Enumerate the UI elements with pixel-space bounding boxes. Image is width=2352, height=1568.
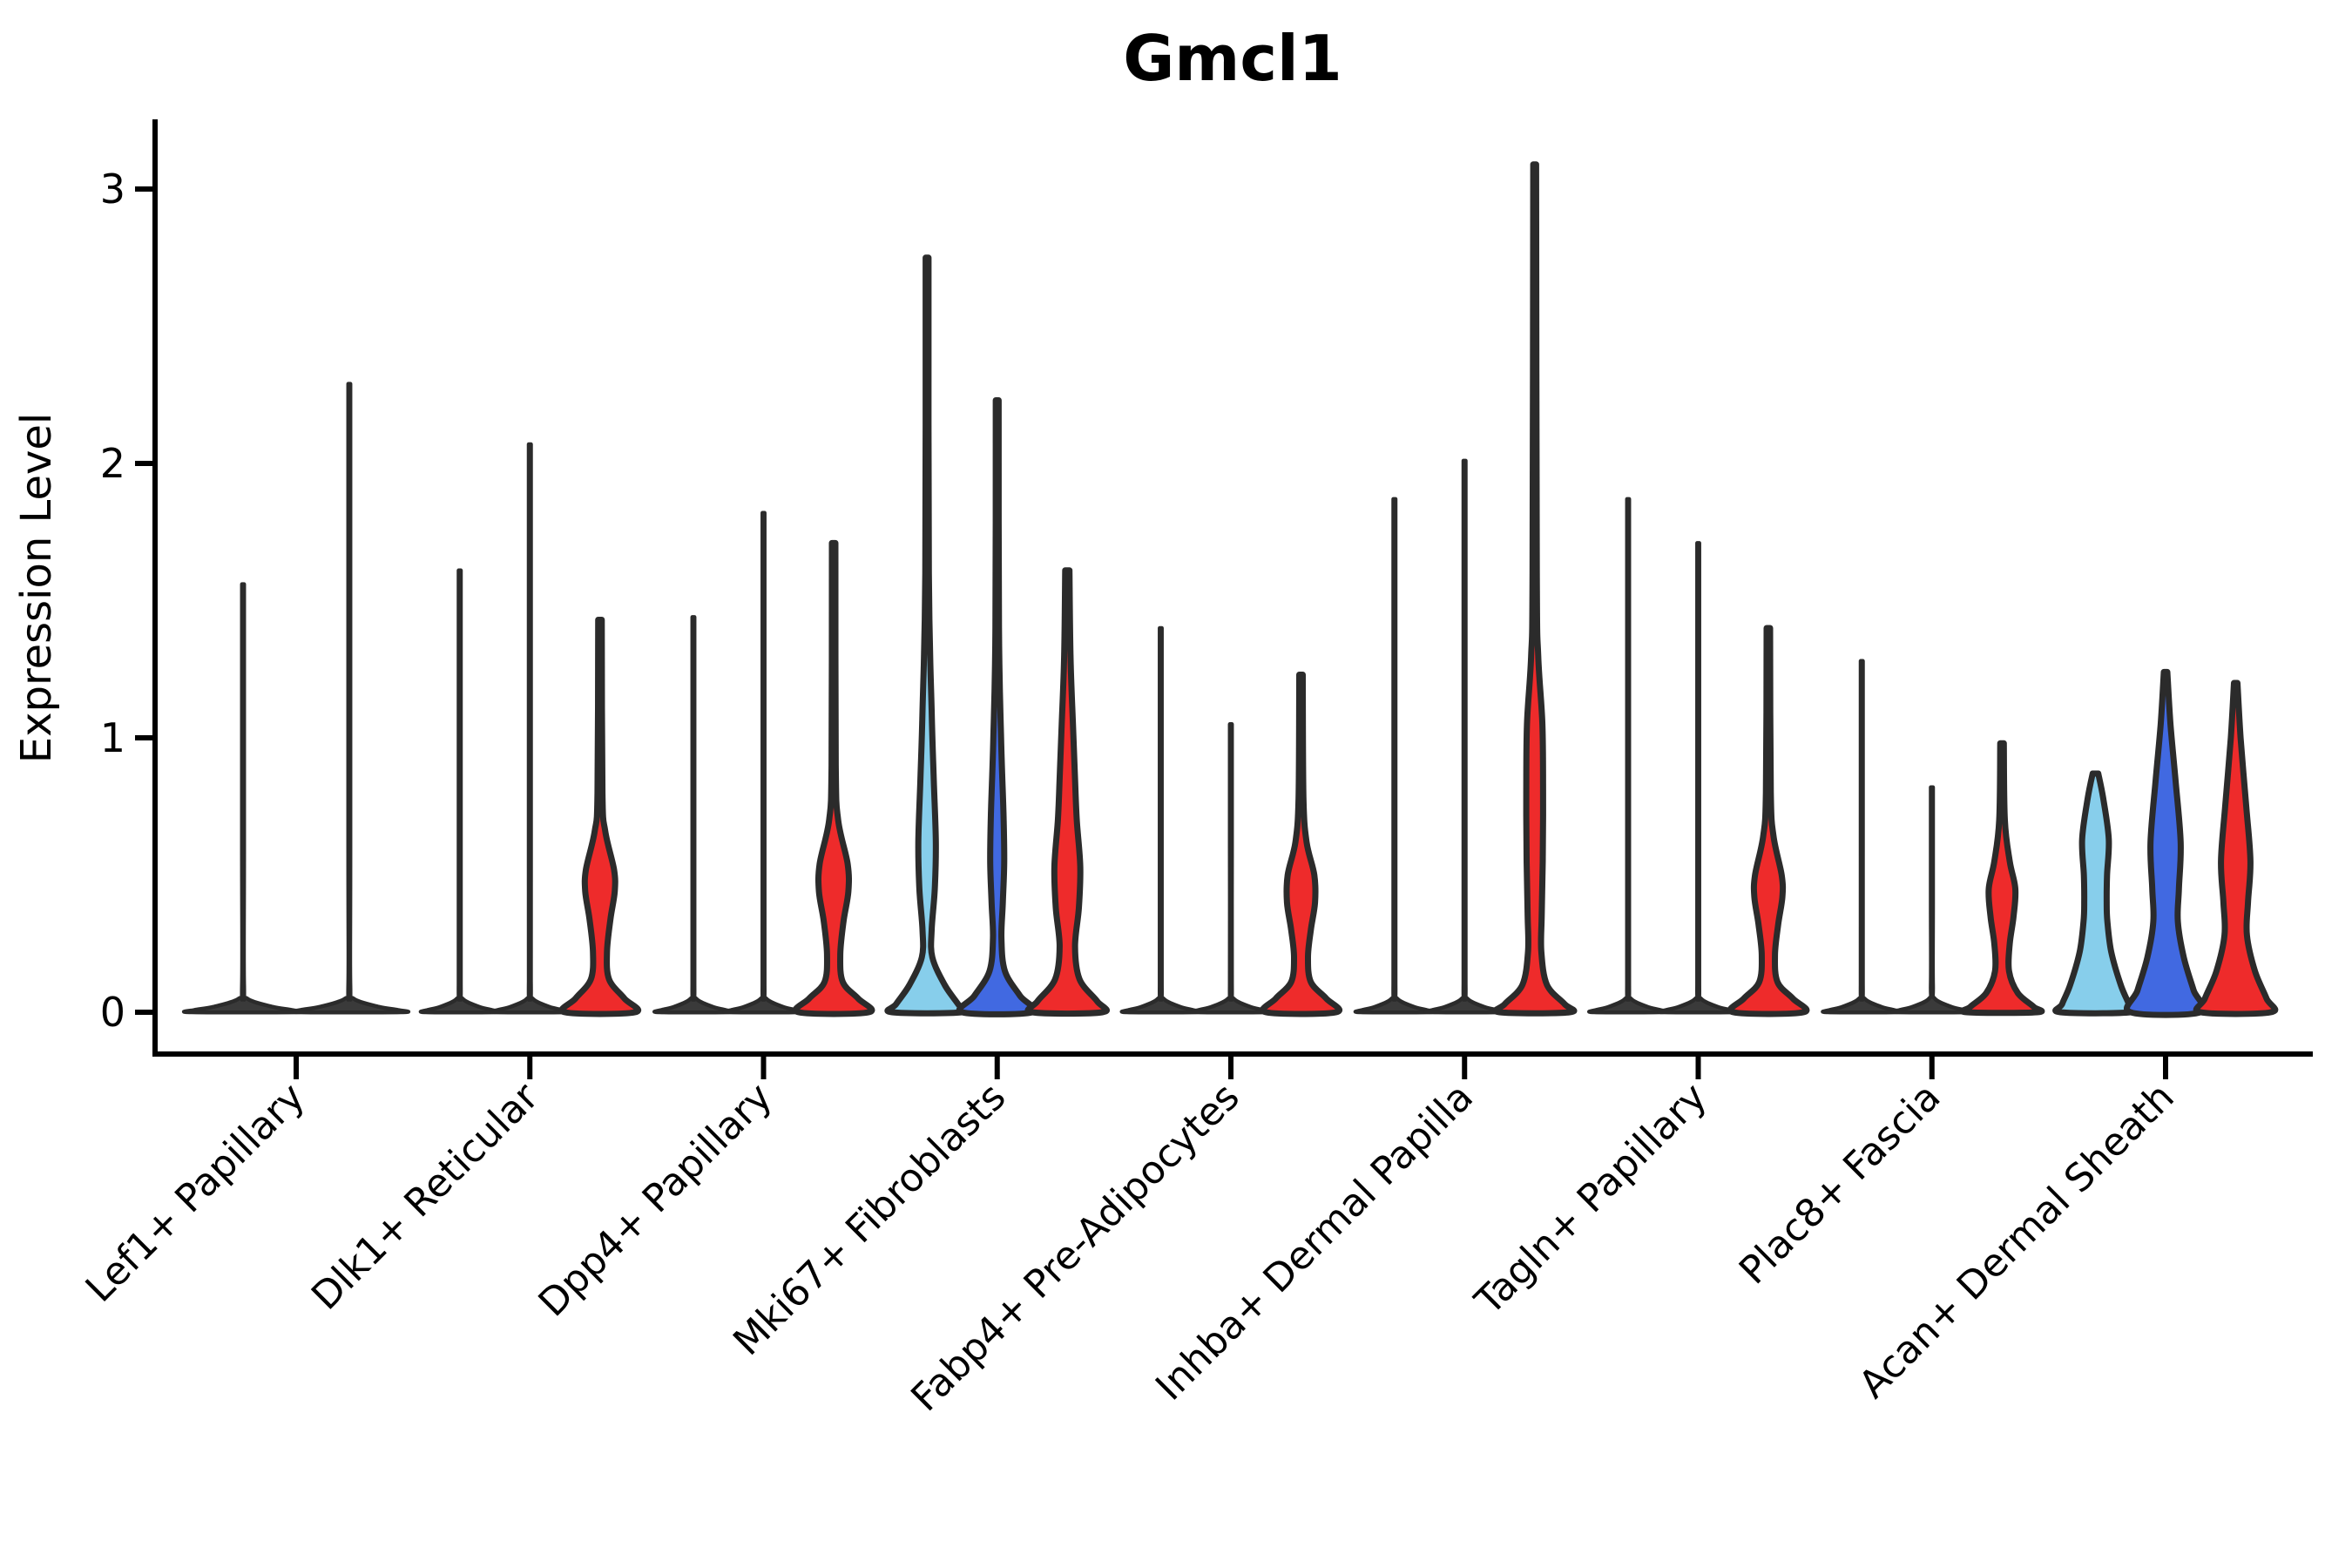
violin-inhba-dermal-papilla-1 bbox=[1353, 497, 1436, 1015]
violin-plac8-fascia-3 bbox=[1959, 740, 2045, 1017]
y-tick-label-1: 1 bbox=[100, 714, 125, 761]
violin-dpp4-papillary-1 bbox=[652, 615, 734, 1015]
x-tick-label-tagln-papillary: Tagln+ Papillary bbox=[1466, 1075, 1715, 1324]
violin-plac8-fascia-2 bbox=[1890, 785, 1973, 1015]
violin-acan-dermal-sheath-2 bbox=[2123, 668, 2208, 1018]
y-tick-label-3: 3 bbox=[100, 166, 125, 213]
violin-acan-dermal-sheath-1 bbox=[2052, 770, 2139, 1017]
violins-layer bbox=[181, 161, 2279, 1018]
violin-fabp4-pre-adipocytes-1 bbox=[1119, 625, 1202, 1015]
violin-mki67-fibroblasts-2 bbox=[956, 397, 1038, 1017]
violin-lef1-papillary-1 bbox=[181, 582, 305, 1015]
violin-dlk1-reticular-1 bbox=[418, 568, 501, 1015]
violin-inhba-dermal-papilla-2 bbox=[1423, 458, 1506, 1015]
y-tick-label-2: 2 bbox=[100, 440, 125, 487]
x-tick-label-lef1-papillary: Lef1+ Papillary bbox=[78, 1075, 314, 1311]
violin-fabp4-pre-adipocytes-3 bbox=[1259, 672, 1343, 1017]
axes-layer bbox=[135, 119, 2313, 1079]
violin-dpp4-papillary-3 bbox=[792, 539, 875, 1017]
violin-inhba-dermal-papilla-3 bbox=[1492, 161, 1578, 1017]
violin-mki67-fibroblasts-3 bbox=[1024, 567, 1110, 1017]
violin-fabp4-pre-adipocytes-2 bbox=[1190, 722, 1272, 1015]
y-axis-label: Expression Level bbox=[12, 413, 61, 764]
y-tick-label-0: 0 bbox=[100, 989, 125, 1036]
violin-dpp4-papillary-2 bbox=[722, 510, 805, 1015]
chart-title: Gmcl1 bbox=[1123, 22, 1342, 95]
violin-tagln-papillary-2 bbox=[1657, 541, 1740, 1015]
violin-acan-dermal-sheath-3 bbox=[2193, 679, 2279, 1017]
violin-tagln-papillary-1 bbox=[1587, 497, 1669, 1015]
violin-tagln-papillary-3 bbox=[1727, 625, 1810, 1017]
x-tick-label-dpp4-papillary: Dpp4+ Papillary bbox=[531, 1075, 781, 1326]
x-tick-label-plac8-fascia: Plac8+ Fascia bbox=[1731, 1075, 1950, 1294]
violin-dlk1-reticular-2 bbox=[489, 442, 571, 1015]
violin-mki67-fibroblasts-1 bbox=[884, 254, 970, 1017]
violin-plac8-fascia-1 bbox=[1821, 659, 1903, 1015]
x-tick-label-dlk1-reticular: Dlk1+ Reticular bbox=[303, 1074, 548, 1319]
violin-dlk1-reticular-3 bbox=[558, 617, 642, 1017]
violin-lef1-papillary-2 bbox=[287, 382, 411, 1015]
